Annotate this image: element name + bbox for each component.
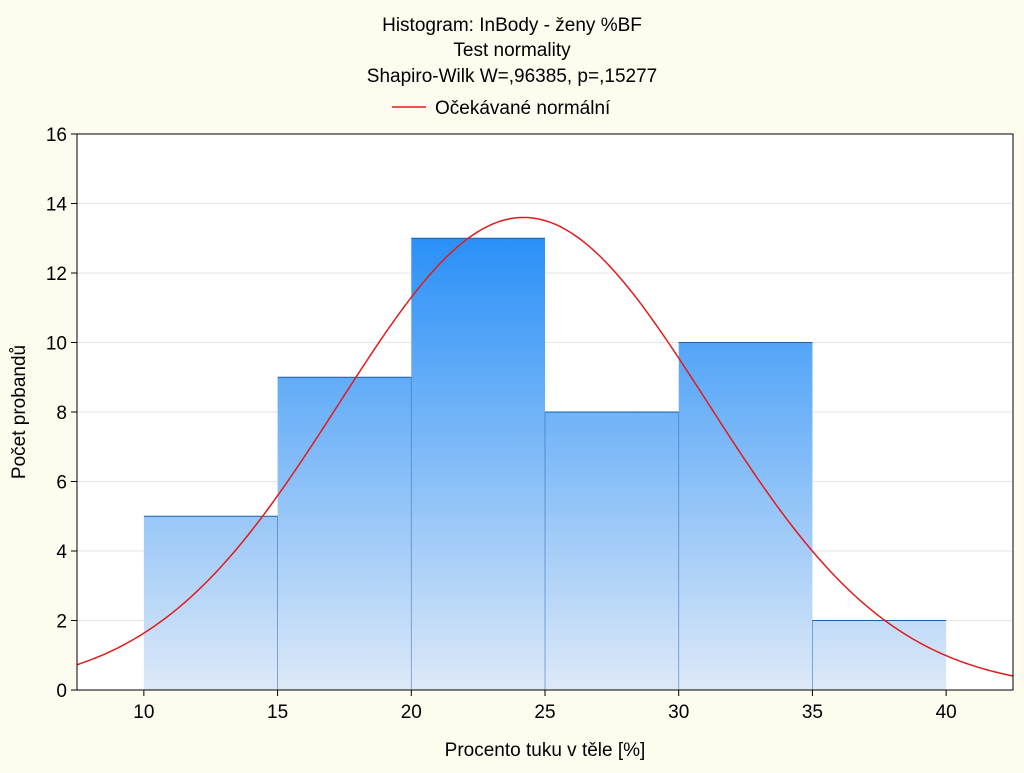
- chart-subtitle: Test normality: [453, 40, 571, 61]
- y-tick-label: 6: [56, 473, 67, 494]
- y-tick-label: 10: [46, 334, 67, 355]
- y-tick-label: 16: [46, 125, 67, 146]
- y-tick-label: 14: [46, 195, 68, 216]
- legend-label: Očekávané normální: [435, 98, 611, 119]
- y-tick-label: 12: [46, 264, 67, 285]
- x-tick-label: 30: [668, 702, 689, 723]
- x-tick-label: 10: [133, 702, 154, 723]
- x-axis-label: Procento tuku v těle [%]: [445, 740, 646, 761]
- histogram-bar: [411, 238, 545, 690]
- chart-statistic: Shapiro-Wilk W=,96385, p=,15277: [367, 66, 657, 87]
- normal-curve-line: [77, 216, 1013, 677]
- x-tick-label: 40: [936, 702, 957, 723]
- axis-ticks: 10 15 20 25 30 35 40 0 2 4 6 8 10 12 14 16: [46, 125, 957, 723]
- x-tick-label: 20: [401, 702, 422, 723]
- histogram-bar: [545, 412, 679, 690]
- chart-title: Histogram: InBody - ženy %BF: [382, 15, 642, 36]
- x-tick-label: 15: [267, 702, 288, 723]
- histogram-bars: [143, 237, 947, 690]
- y-tick-label: 2: [56, 612, 67, 633]
- x-tick-label: 25: [534, 702, 555, 723]
- y-tick-label: 8: [56, 403, 67, 424]
- legend: Očekávané normální: [392, 98, 611, 119]
- histogram-bar: [277, 377, 412, 690]
- x-tick-label: 35: [802, 702, 823, 723]
- y-axis-label: Počet probandů: [9, 345, 30, 479]
- histogram-bar: [812, 620, 947, 690]
- histogram-bar: [143, 516, 278, 690]
- y-tick-label: 4: [56, 542, 67, 563]
- y-tick-label: 0: [56, 681, 67, 702]
- histogram-bar: [678, 342, 813, 690]
